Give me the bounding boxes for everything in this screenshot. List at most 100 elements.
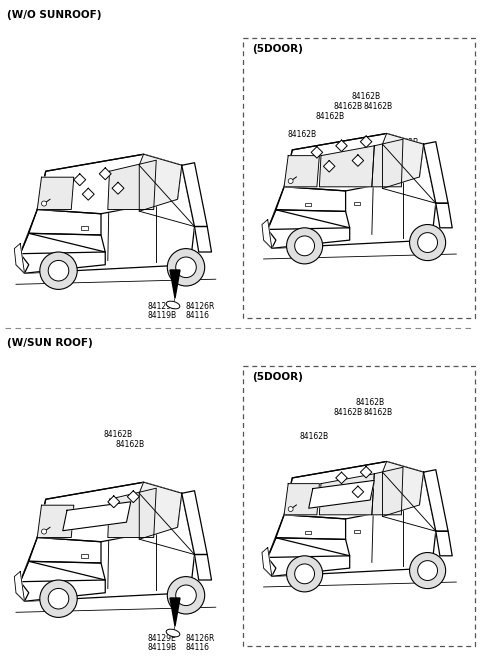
Polygon shape [37,177,74,209]
Polygon shape [268,538,350,558]
Polygon shape [37,505,74,537]
Text: 84126R: 84126R [185,634,215,643]
Text: 84162B: 84162B [287,130,316,139]
Polygon shape [319,146,374,187]
Polygon shape [372,139,403,187]
Polygon shape [372,467,403,515]
Polygon shape [20,562,105,602]
FancyBboxPatch shape [243,38,475,318]
Polygon shape [352,486,364,498]
Polygon shape [139,482,182,539]
Text: 84162B: 84162B [112,172,141,181]
Polygon shape [194,226,212,252]
Polygon shape [268,210,350,230]
Polygon shape [16,582,29,602]
Circle shape [295,564,314,584]
Polygon shape [284,155,319,187]
Circle shape [409,552,445,588]
Polygon shape [29,537,101,563]
Polygon shape [82,188,94,200]
Text: 84116: 84116 [185,643,209,652]
Polygon shape [276,515,346,539]
Polygon shape [14,571,24,602]
Polygon shape [20,562,105,582]
Circle shape [168,249,204,286]
Polygon shape [262,220,272,249]
Polygon shape [319,474,374,515]
Text: (W/SUN ROOF): (W/SUN ROOF) [7,338,93,348]
Polygon shape [383,134,423,188]
Polygon shape [264,558,276,577]
Polygon shape [20,482,194,602]
Circle shape [176,585,196,605]
Polygon shape [336,472,347,483]
Polygon shape [360,136,372,148]
Polygon shape [127,491,139,502]
Text: 84162B: 84162B [333,408,362,417]
Polygon shape [436,203,452,228]
Polygon shape [170,598,180,626]
Circle shape [40,252,77,289]
Polygon shape [108,488,156,537]
Polygon shape [268,538,350,577]
Polygon shape [29,209,101,235]
Circle shape [287,228,323,264]
Ellipse shape [166,629,180,637]
Polygon shape [268,134,436,249]
Polygon shape [74,174,86,186]
Bar [82,226,88,230]
Text: 84126R: 84126R [185,302,215,311]
Text: 84119B: 84119B [148,643,177,652]
Polygon shape [284,483,319,515]
Polygon shape [423,142,448,203]
Polygon shape [139,154,182,211]
Text: (5DOOR): (5DOOR) [252,372,303,382]
Text: 84116: 84116 [185,311,209,320]
Polygon shape [20,234,105,254]
Polygon shape [268,462,436,577]
Text: (5DOOR): (5DOOR) [252,44,303,54]
Polygon shape [262,548,272,577]
Circle shape [418,233,438,253]
Polygon shape [14,243,24,274]
Polygon shape [336,140,347,152]
Ellipse shape [166,301,180,309]
Polygon shape [360,466,372,478]
Text: 84129E: 84129E [148,302,177,311]
Polygon shape [108,160,156,209]
Polygon shape [352,155,364,167]
Bar [354,201,360,205]
Polygon shape [37,154,182,214]
Circle shape [288,506,293,512]
Polygon shape [99,168,111,180]
Text: 84162B: 84162B [352,92,381,101]
Polygon shape [276,187,346,211]
Polygon shape [268,210,350,249]
Polygon shape [170,270,180,298]
Polygon shape [324,161,335,172]
Polygon shape [182,163,207,226]
Text: 84162B: 84162B [355,398,384,407]
Circle shape [48,260,69,281]
Polygon shape [309,480,374,508]
Circle shape [176,257,196,277]
Polygon shape [16,254,29,274]
Text: 84162B: 84162B [80,172,109,181]
Polygon shape [20,234,105,274]
Polygon shape [284,462,423,519]
Text: 84162B: 84162B [103,430,132,439]
Text: 84162B: 84162B [97,162,126,171]
Text: 84162B: 84162B [42,192,71,201]
Circle shape [168,577,204,614]
Text: 84162B: 84162B [115,440,144,449]
Text: 84119B: 84119B [148,311,177,320]
Circle shape [41,201,47,206]
Circle shape [409,224,445,260]
Polygon shape [436,531,452,556]
Text: (W/O SUNROOF): (W/O SUNROOF) [7,10,101,20]
Polygon shape [284,134,423,191]
Polygon shape [37,482,182,542]
Polygon shape [423,470,448,531]
Polygon shape [20,154,194,274]
FancyBboxPatch shape [243,366,475,646]
